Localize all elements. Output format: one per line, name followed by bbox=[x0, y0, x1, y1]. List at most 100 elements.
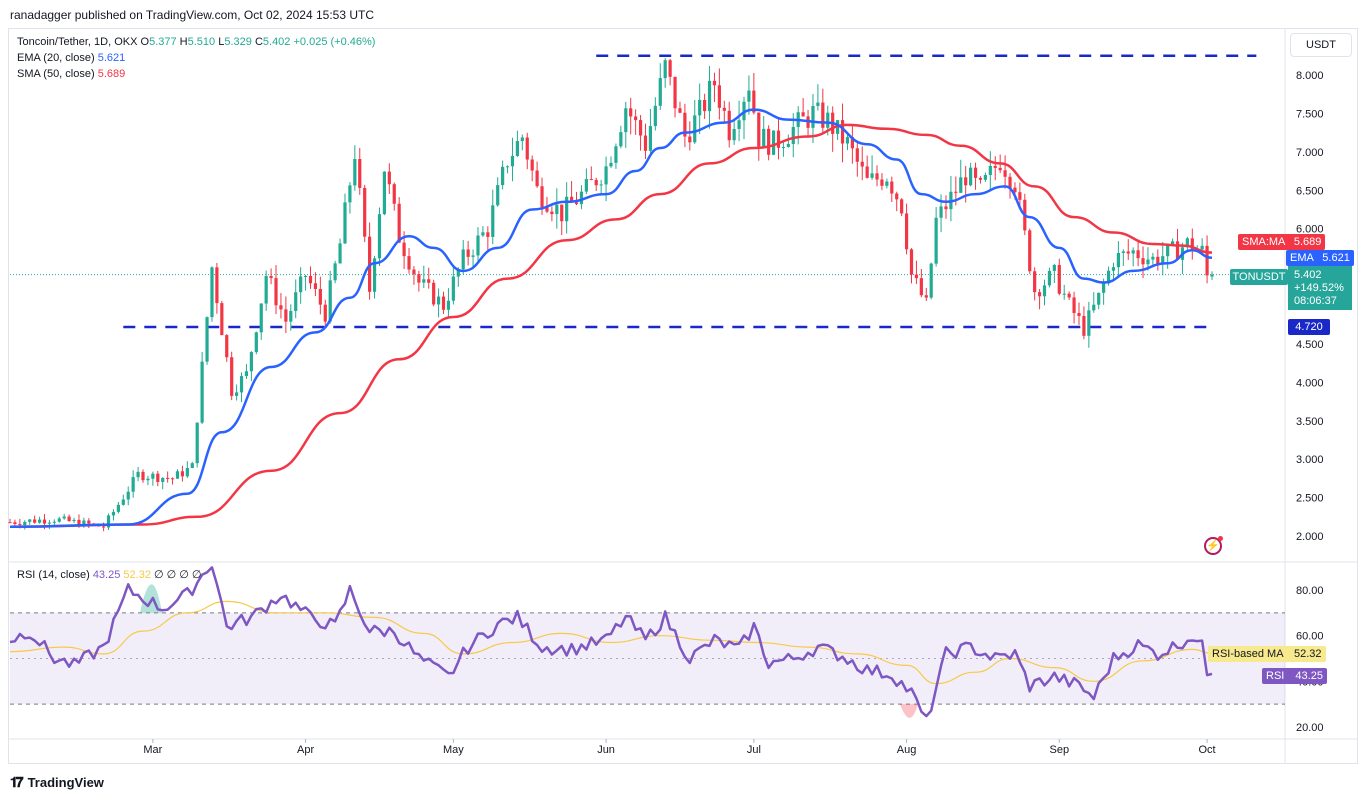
legend-close: 5.402 bbox=[262, 36, 291, 48]
legend-ema-value: 5.621 bbox=[97, 52, 126, 64]
candle-body-80 bbox=[402, 242, 406, 257]
candle-body-70 bbox=[353, 159, 357, 186]
legend-low: 5.329 bbox=[224, 36, 252, 48]
candle-body-230 bbox=[1141, 258, 1145, 265]
candle-body-148 bbox=[737, 120, 741, 129]
tradingview-brand: TradingView bbox=[27, 775, 104, 790]
candle-body-190 bbox=[944, 206, 948, 210]
time-tick-7: Oct bbox=[1199, 744, 1216, 756]
tradingview-logo[interactable]: 𝟏𝟕 TradingView bbox=[10, 774, 104, 791]
candle-body-185 bbox=[919, 278, 923, 296]
support-level-tag: 4.720 bbox=[1288, 319, 1330, 335]
legend-rsi-ma-value: 52.32 bbox=[123, 569, 151, 581]
candle-body-166 bbox=[826, 112, 830, 128]
candle-body-78 bbox=[392, 184, 396, 204]
candle-body-49 bbox=[249, 352, 253, 372]
candle-body-164 bbox=[816, 102, 820, 106]
candle-body-83 bbox=[417, 274, 421, 283]
candle-body-138 bbox=[688, 136, 692, 143]
candle-body-86 bbox=[432, 282, 436, 305]
candle-body-93 bbox=[466, 249, 470, 257]
candle-body-189 bbox=[939, 206, 943, 218]
candle-body-71 bbox=[358, 159, 362, 188]
lightning-icon[interactable]: ⚡ bbox=[1204, 536, 1223, 555]
sma-price-tag: SMA:MA 5.689 bbox=[1238, 234, 1326, 250]
candle-body-112 bbox=[560, 204, 564, 222]
candle-body-163 bbox=[811, 105, 815, 128]
candle-body-45 bbox=[230, 357, 234, 396]
candle-body-213 bbox=[1057, 264, 1061, 294]
candle-body-59 bbox=[299, 276, 303, 293]
last-price: 5.402 bbox=[1294, 269, 1322, 281]
candle-body-28 bbox=[146, 478, 150, 481]
candle-body-50 bbox=[254, 332, 258, 353]
candle-body-22 bbox=[116, 504, 120, 512]
candle-body-61 bbox=[308, 276, 313, 284]
candle-body-234 bbox=[1161, 256, 1165, 265]
candle-body-2 bbox=[18, 523, 22, 526]
candle-body-240 bbox=[1190, 238, 1194, 252]
bar-countdown: 08:06:37 bbox=[1294, 295, 1337, 307]
candle-body-218 bbox=[1082, 316, 1086, 336]
candle-body-111 bbox=[555, 204, 559, 215]
candle-body-57 bbox=[289, 310, 293, 322]
candle-body-65 bbox=[328, 280, 332, 322]
legend-rsi-value: 43.25 bbox=[92, 569, 121, 581]
candle-body-236 bbox=[1170, 241, 1175, 245]
candle-body-16 bbox=[87, 520, 91, 524]
candle-body-103 bbox=[515, 141, 520, 156]
candle-body-143 bbox=[712, 80, 717, 86]
legend-rsi: RSI (14, close) 43.25 52.32 ∅ ∅ ∅ ∅ bbox=[17, 568, 202, 583]
candle-body-23 bbox=[121, 499, 125, 505]
candle-body-90 bbox=[451, 276, 455, 301]
price-tick-10: 7.000 bbox=[1296, 147, 1324, 159]
currency-button[interactable]: USDT bbox=[1290, 33, 1352, 57]
candle-body-46 bbox=[235, 392, 239, 396]
grid bbox=[8, 28, 1358, 764]
legend-sma-label: SMA (50, close) bbox=[17, 68, 95, 80]
candle-body-131 bbox=[653, 105, 657, 127]
rsi-tag-name: RSI bbox=[1266, 670, 1285, 682]
legend-symbol: Toncoin/Tether, 1D, OKX bbox=[17, 36, 138, 48]
candle-body-178 bbox=[885, 181, 889, 186]
time-tick-4: Jul bbox=[747, 744, 761, 756]
candle-body-150 bbox=[747, 90, 751, 102]
sma-tag-name: SMA:MA bbox=[1242, 236, 1285, 248]
candle-body-177 bbox=[880, 179, 884, 186]
horizontal-levels bbox=[10, 54, 1285, 329]
candle-body-99 bbox=[496, 185, 500, 206]
candle-body-226 bbox=[1121, 251, 1125, 253]
candle-body-228 bbox=[1131, 250, 1135, 254]
candle-body-135 bbox=[673, 76, 677, 109]
candle-body-204 bbox=[1013, 187, 1017, 193]
candle-body-193 bbox=[959, 177, 963, 193]
last-price-tag: TONUSDT 5.402 +149.52% 08:06:37 bbox=[1230, 266, 1352, 310]
candle-body-172 bbox=[855, 148, 859, 162]
candle-body-134 bbox=[668, 60, 672, 77]
legend-rsi-label: RSI (14, close) bbox=[17, 569, 90, 581]
candle-body-24 bbox=[126, 491, 130, 500]
candle-body-84 bbox=[422, 279, 426, 283]
legend-main: Toncoin/Tether, 1D, OKX O5.377 H5.510 L5… bbox=[17, 35, 375, 50]
price-tick-1: 2.500 bbox=[1296, 493, 1324, 505]
rsi-tick-0: 20.00 bbox=[1296, 722, 1324, 734]
time-tick-3: Jun bbox=[597, 744, 615, 756]
ema-tag-name: EMA bbox=[1290, 252, 1314, 264]
candle-body-223 bbox=[1106, 270, 1111, 284]
price-tick-8: 6.000 bbox=[1296, 224, 1324, 236]
candle-body-88 bbox=[441, 296, 446, 310]
candle-body-209 bbox=[1037, 292, 1042, 297]
candle-body-0 bbox=[8, 522, 12, 524]
candle-body-133 bbox=[663, 60, 667, 79]
candle-body-186 bbox=[924, 295, 928, 298]
ticker-tag: TONUSDT bbox=[1230, 269, 1288, 285]
candle-body-31 bbox=[161, 477, 165, 482]
candle-body-26 bbox=[136, 471, 140, 478]
legend-sma: SMA (50, close) 5.689 bbox=[17, 67, 125, 82]
candle-body-127 bbox=[634, 116, 638, 121]
candle-body-158 bbox=[786, 143, 790, 148]
rsi-pane bbox=[9, 566, 1285, 718]
legend-change: +0.025 (+0.46%) bbox=[293, 36, 376, 48]
rsi-line bbox=[9, 566, 1213, 718]
